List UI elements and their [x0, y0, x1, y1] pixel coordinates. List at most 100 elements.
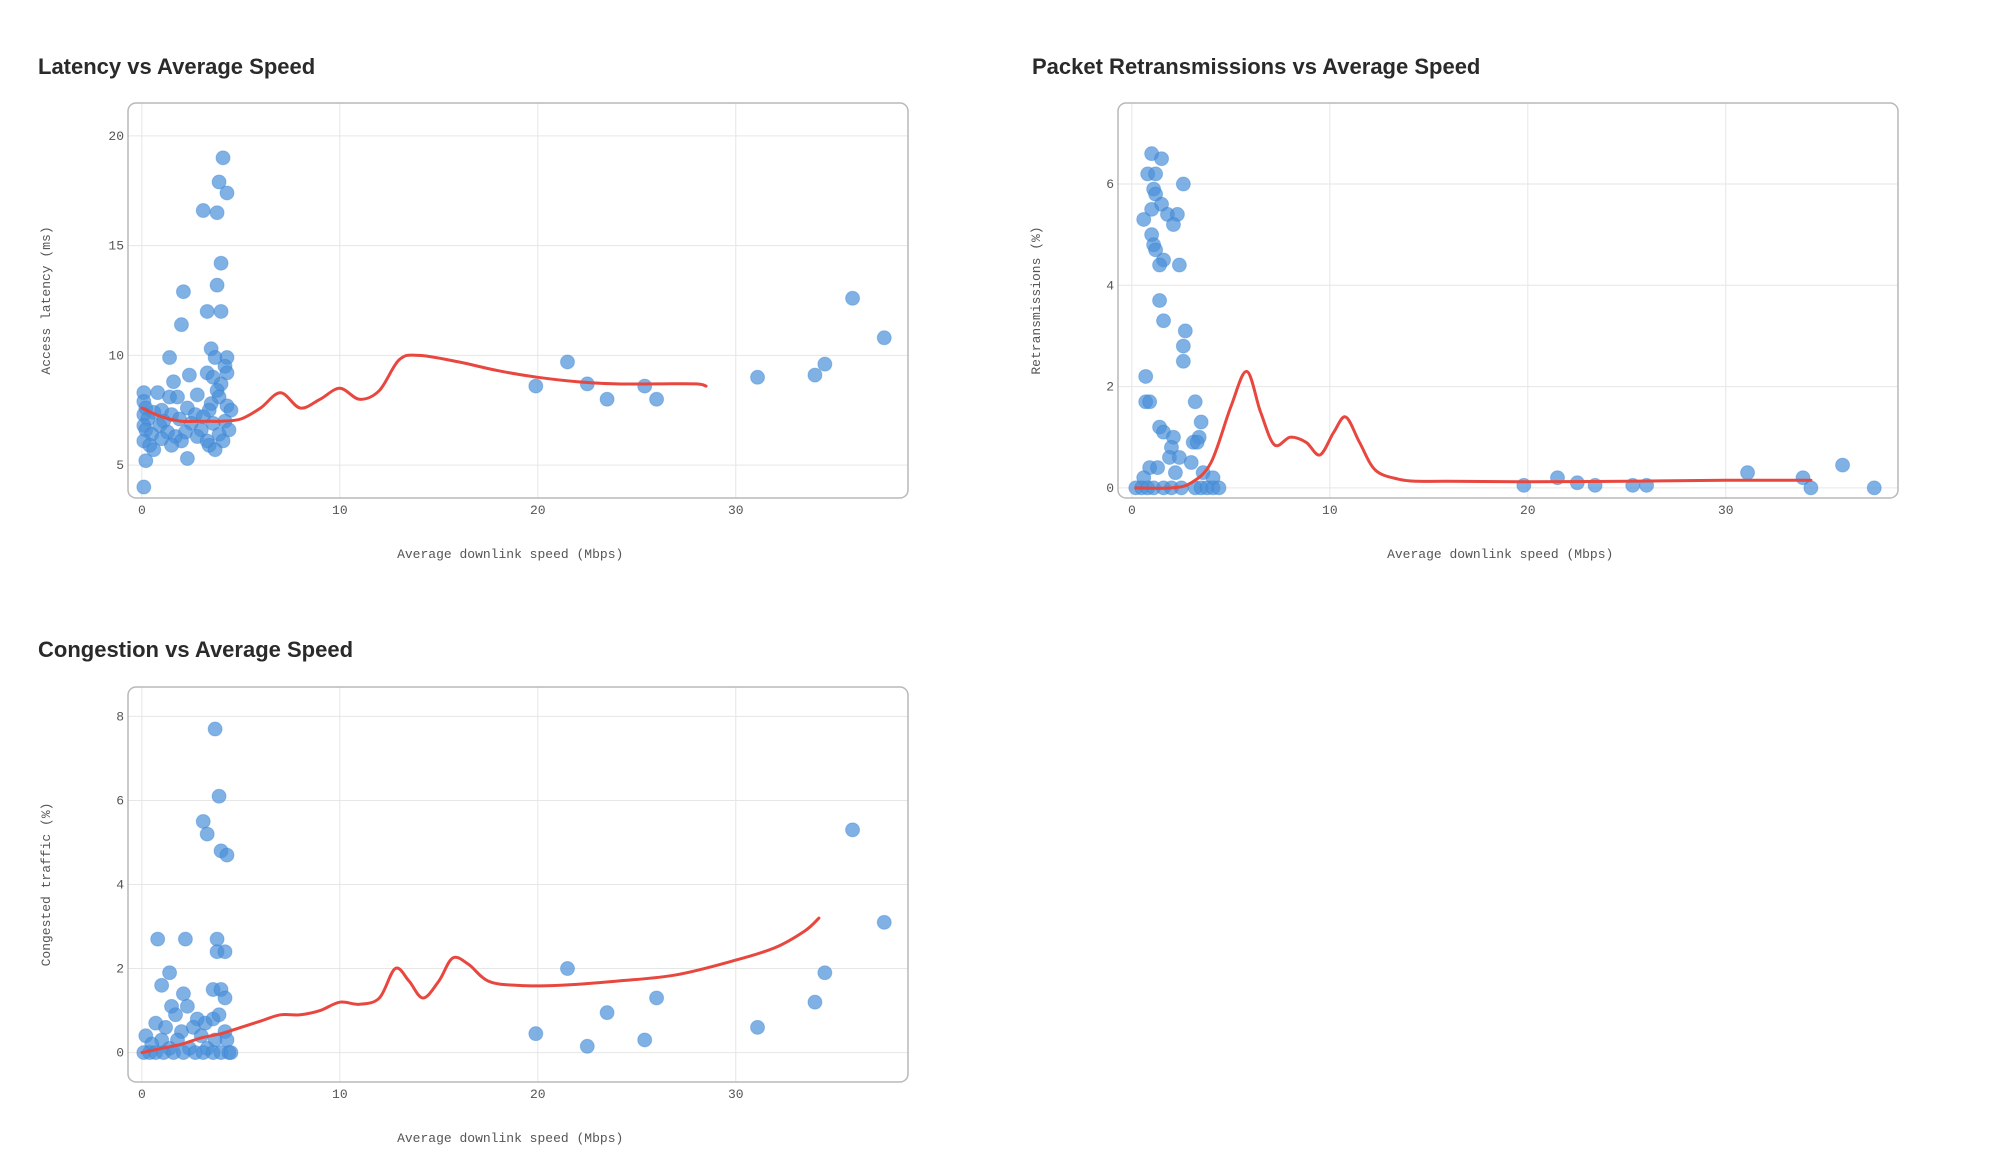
x-tick-label: 0	[1128, 503, 1136, 518]
data-point	[138, 453, 154, 469]
data-point	[750, 1019, 766, 1035]
y-tick-label: 2	[116, 962, 124, 977]
data-point	[845, 822, 861, 838]
data-point	[154, 977, 170, 993]
data-point	[1136, 211, 1152, 227]
data-point	[637, 1032, 653, 1048]
x-axis-label: Average downlink speed (Mbps)	[397, 547, 623, 562]
y-tick-label: 20	[108, 129, 124, 144]
data-point	[559, 354, 575, 370]
y-tick-label: 8	[116, 709, 124, 724]
data-point	[211, 1007, 227, 1023]
data-point	[528, 1026, 544, 1042]
x-axis-label: Average downlink speed (Mbps)	[397, 1131, 623, 1146]
data-point	[162, 350, 178, 366]
data-point	[209, 205, 225, 221]
data-point	[195, 813, 211, 829]
y-tick-label: 5	[116, 458, 124, 473]
data-point	[1171, 449, 1187, 465]
data-point	[136, 479, 152, 495]
trend-line	[140, 916, 821, 1055]
data-point	[195, 203, 211, 219]
data-point	[1187, 394, 1203, 410]
data-point	[211, 174, 227, 190]
x-tick-label: 0	[138, 503, 146, 518]
data-point	[1167, 465, 1183, 481]
data-point	[175, 986, 191, 1002]
data-point	[213, 255, 229, 271]
data-point	[845, 290, 861, 306]
data-point	[223, 402, 239, 418]
data-point	[1148, 242, 1164, 258]
data-point	[217, 944, 233, 960]
data-point	[158, 1019, 174, 1035]
plot-frame	[127, 102, 909, 499]
data-point	[559, 961, 575, 977]
data-point	[146, 442, 162, 458]
data-point	[876, 330, 892, 346]
data-point	[1211, 480, 1227, 496]
data-point	[649, 990, 665, 1006]
data-point	[219, 847, 235, 863]
data-point	[213, 303, 229, 319]
y-tick-label: 6	[116, 793, 124, 808]
data-point	[817, 356, 833, 372]
data-point	[154, 431, 170, 447]
data-point	[189, 387, 205, 403]
data-point	[199, 826, 215, 842]
x-tick-label: 10	[332, 503, 348, 518]
plot-frame	[127, 686, 909, 1083]
y-tick-label: 6	[1106, 177, 1114, 192]
data-point	[150, 931, 166, 947]
data-point	[649, 391, 665, 407]
y-tick-label: 0	[1106, 481, 1114, 496]
data-point	[223, 1045, 239, 1061]
x-tick-label: 0	[138, 1087, 146, 1102]
data-point	[1138, 368, 1154, 384]
x-axis-label: Average downlink speed (Mbps)	[1387, 547, 1613, 562]
data-point	[1142, 394, 1158, 410]
data-point	[1175, 176, 1191, 192]
chart-title: Congestion vs Average Speed	[38, 637, 354, 662]
data-point	[162, 965, 178, 981]
y-axis-label: Retransmissions (%)	[1029, 226, 1044, 374]
data-point	[179, 998, 195, 1014]
data-point	[817, 965, 833, 981]
data-point	[179, 451, 195, 466]
x-tick-label: 10	[332, 1087, 348, 1102]
data-point	[219, 185, 235, 201]
x-tick-label: 20	[530, 1087, 546, 1102]
y-tick-label: 10	[108, 348, 124, 363]
chart-title: Latency vs Average Speed	[38, 54, 316, 79]
data-point	[211, 788, 227, 804]
data-point	[173, 317, 189, 333]
x-tick-label: 30	[1718, 503, 1734, 518]
data-point	[1835, 457, 1851, 473]
data-point	[579, 1038, 595, 1054]
y-tick-label: 2	[1106, 380, 1114, 395]
chart-title: Packet Retransmissions vs Average Speed	[1032, 54, 1481, 79]
data-point	[1175, 338, 1191, 354]
y-tick-label: 4	[1106, 278, 1114, 293]
data-point	[168, 1007, 184, 1023]
y-axis-label: Access latency (ms)	[39, 226, 54, 374]
data-point	[1189, 434, 1205, 450]
data-point	[1152, 293, 1168, 308]
data-point	[1154, 151, 1170, 167]
data-point	[1183, 455, 1199, 471]
data-point	[1156, 313, 1172, 329]
data-point	[1866, 480, 1882, 496]
x-tick-label: 20	[530, 503, 546, 518]
data-point	[219, 1032, 235, 1048]
data-point	[181, 367, 197, 383]
data-point	[1193, 414, 1209, 430]
y-tick-label: 4	[116, 878, 124, 893]
x-tick-label: 30	[728, 503, 744, 518]
data-point	[750, 369, 766, 385]
data-point	[169, 389, 185, 405]
data-point	[1150, 460, 1166, 476]
plot-frame	[1117, 102, 1899, 499]
